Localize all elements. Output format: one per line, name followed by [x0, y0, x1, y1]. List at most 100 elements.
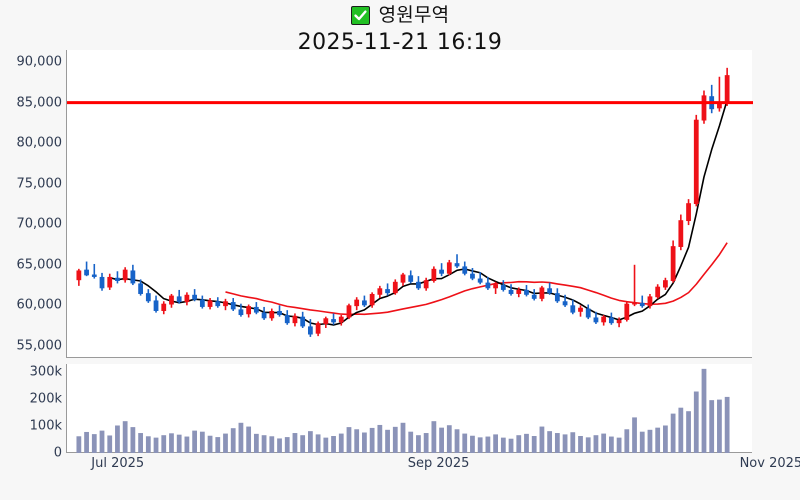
volume-bar — [130, 427, 136, 453]
candle-body — [161, 303, 167, 311]
candle-body — [554, 293, 560, 302]
volume-bar — [76, 436, 82, 453]
candle-body — [253, 306, 259, 313]
candle-body — [632, 302, 637, 305]
volume-bar — [215, 437, 221, 453]
candle-body — [261, 312, 267, 319]
candle-body — [485, 282, 491, 289]
volume-bar — [277, 438, 282, 453]
volume-bar — [385, 429, 390, 453]
candle-body — [539, 287, 545, 299]
volume-bar — [377, 424, 383, 453]
candle-body — [416, 281, 421, 289]
volume-bar — [122, 421, 128, 453]
candle-body — [284, 315, 290, 324]
candle-body — [585, 308, 591, 318]
volume-bar — [91, 434, 97, 453]
volume-bar — [207, 435, 213, 453]
volume-bar — [145, 436, 151, 453]
price-y-tick-label: 80,000 — [16, 135, 63, 151]
price-chart-panel[interactable] — [66, 50, 753, 358]
title-row: 영원무역 — [0, 2, 800, 28]
volume-bar — [161, 435, 167, 453]
candle-body — [354, 299, 360, 307]
volume-bar — [485, 436, 491, 453]
candle-body — [570, 305, 576, 313]
candle-body — [145, 293, 151, 302]
candle-body — [477, 278, 483, 283]
volume-bar — [562, 434, 568, 453]
x-tick-label: Sep 2025 — [407, 456, 470, 471]
price-y-tick-label: 90,000 — [16, 54, 63, 70]
volume-bar — [570, 432, 576, 453]
candle-body — [76, 270, 82, 281]
candle-body — [431, 268, 437, 281]
volume-bar — [192, 430, 198, 453]
candle-body — [138, 283, 143, 294]
candle-body — [338, 316, 344, 323]
volume-bar — [354, 429, 360, 453]
volume-bar — [508, 438, 514, 453]
volume-plot — [76, 368, 730, 453]
volume-chart-panel[interactable] — [66, 364, 752, 453]
candle-body — [362, 300, 367, 306]
volume-bar — [446, 425, 452, 453]
candle-body — [639, 302, 645, 307]
volume-bar — [246, 426, 252, 453]
volume-bar — [516, 435, 522, 453]
volume-bar — [423, 433, 429, 453]
candle-body — [377, 288, 383, 295]
candle-body — [369, 293, 375, 306]
volume-bar — [470, 435, 475, 453]
volume-bar — [477, 437, 483, 453]
volume-bar — [107, 435, 113, 453]
volume-bar — [539, 426, 545, 453]
volume-bar — [169, 433, 174, 453]
volume-bar — [632, 417, 637, 453]
volume-bar — [138, 433, 143, 453]
volume-bar — [253, 433, 259, 453]
candle-body — [470, 273, 475, 279]
volume-bar — [99, 430, 105, 453]
volume-bar — [292, 433, 298, 453]
volume-bar — [408, 431, 414, 453]
candle-body — [99, 276, 105, 289]
volume-bar — [261, 435, 267, 453]
candle-body — [292, 315, 298, 324]
candle-body — [238, 309, 244, 316]
chart-timestamp: 2025-11-21 16:19 — [297, 30, 503, 55]
volume-bar — [176, 434, 182, 453]
volume-bar — [338, 433, 344, 453]
volume-bar — [624, 429, 630, 453]
candle-body — [176, 296, 182, 303]
candle-body — [547, 288, 553, 294]
candle-body — [199, 299, 205, 307]
timestamp-row: 2025-11-21 16:19 — [0, 28, 800, 58]
candle-body — [508, 289, 514, 294]
volume-bar — [670, 413, 676, 453]
candle-body — [91, 274, 97, 277]
candle-body — [385, 289, 390, 294]
candle-body — [701, 95, 707, 121]
volume-bar — [315, 434, 321, 453]
candle-body — [107, 276, 113, 288]
candle-body — [724, 75, 730, 103]
candle-body — [115, 277, 120, 281]
volume-bar — [431, 421, 437, 453]
candle-body — [169, 295, 174, 305]
candle-body — [400, 274, 406, 283]
volume-bar — [300, 435, 306, 453]
price-y-tick-label: 55,000 — [16, 338, 63, 354]
volume-bar — [578, 436, 583, 453]
candle-body — [531, 294, 537, 299]
candle-body — [277, 310, 282, 316]
check-square-icon[interactable] — [350, 5, 370, 25]
volume-bar — [115, 425, 120, 453]
volume-bar — [230, 428, 236, 453]
volume-bar — [585, 437, 591, 453]
candle-body — [578, 307, 583, 312]
volume-bar — [454, 429, 460, 453]
candle-body — [717, 101, 722, 109]
candle-body — [215, 301, 221, 307]
volume-bar — [500, 437, 506, 453]
